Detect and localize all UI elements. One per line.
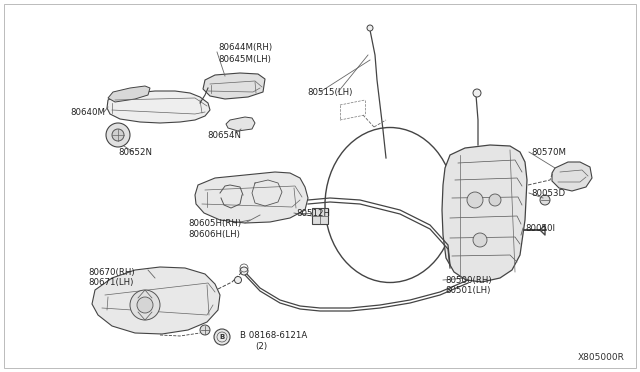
Circle shape [106,123,130,147]
Polygon shape [107,91,210,123]
Text: 80515(LH): 80515(LH) [307,87,353,96]
Text: 80671(LH): 80671(LH) [88,279,133,288]
Polygon shape [442,145,527,282]
Text: 80606H(LH): 80606H(LH) [188,230,240,238]
Text: B 08168-6121A: B 08168-6121A [240,330,307,340]
Text: 80645M(LH): 80645M(LH) [218,55,271,64]
Circle shape [540,195,550,205]
Circle shape [112,129,124,141]
Circle shape [473,233,487,247]
Text: 80670(RH): 80670(RH) [88,267,134,276]
Text: (2): (2) [255,343,267,352]
Polygon shape [195,172,308,223]
Text: 80053D: 80053D [531,189,565,198]
Polygon shape [203,73,265,99]
Text: 80570M: 80570M [531,148,566,157]
Polygon shape [226,117,255,131]
Bar [312,208,328,224]
Circle shape [367,25,373,31]
Text: B: B [220,334,225,340]
Circle shape [130,290,160,320]
Text: 80654N: 80654N [207,131,241,140]
Text: 80501(LH): 80501(LH) [445,286,490,295]
Polygon shape [108,86,150,102]
Circle shape [214,329,230,345]
Circle shape [467,192,483,208]
Circle shape [234,276,241,283]
Text: 80644M(RH): 80644M(RH) [218,42,272,51]
Circle shape [240,267,248,275]
Text: 80652N: 80652N [118,148,152,157]
Text: 80640M: 80640M [70,108,105,116]
Text: X805000R: X805000R [578,353,625,362]
Polygon shape [552,162,592,191]
Text: 80050I: 80050I [525,224,555,232]
Text: 80500(RH): 80500(RH) [445,276,492,285]
Text: 80605H(RH): 80605H(RH) [188,218,241,228]
Circle shape [200,325,210,335]
Polygon shape [92,267,220,334]
Text: 80512H: 80512H [296,208,330,218]
Circle shape [489,194,501,206]
Circle shape [137,297,153,313]
Circle shape [473,89,481,97]
